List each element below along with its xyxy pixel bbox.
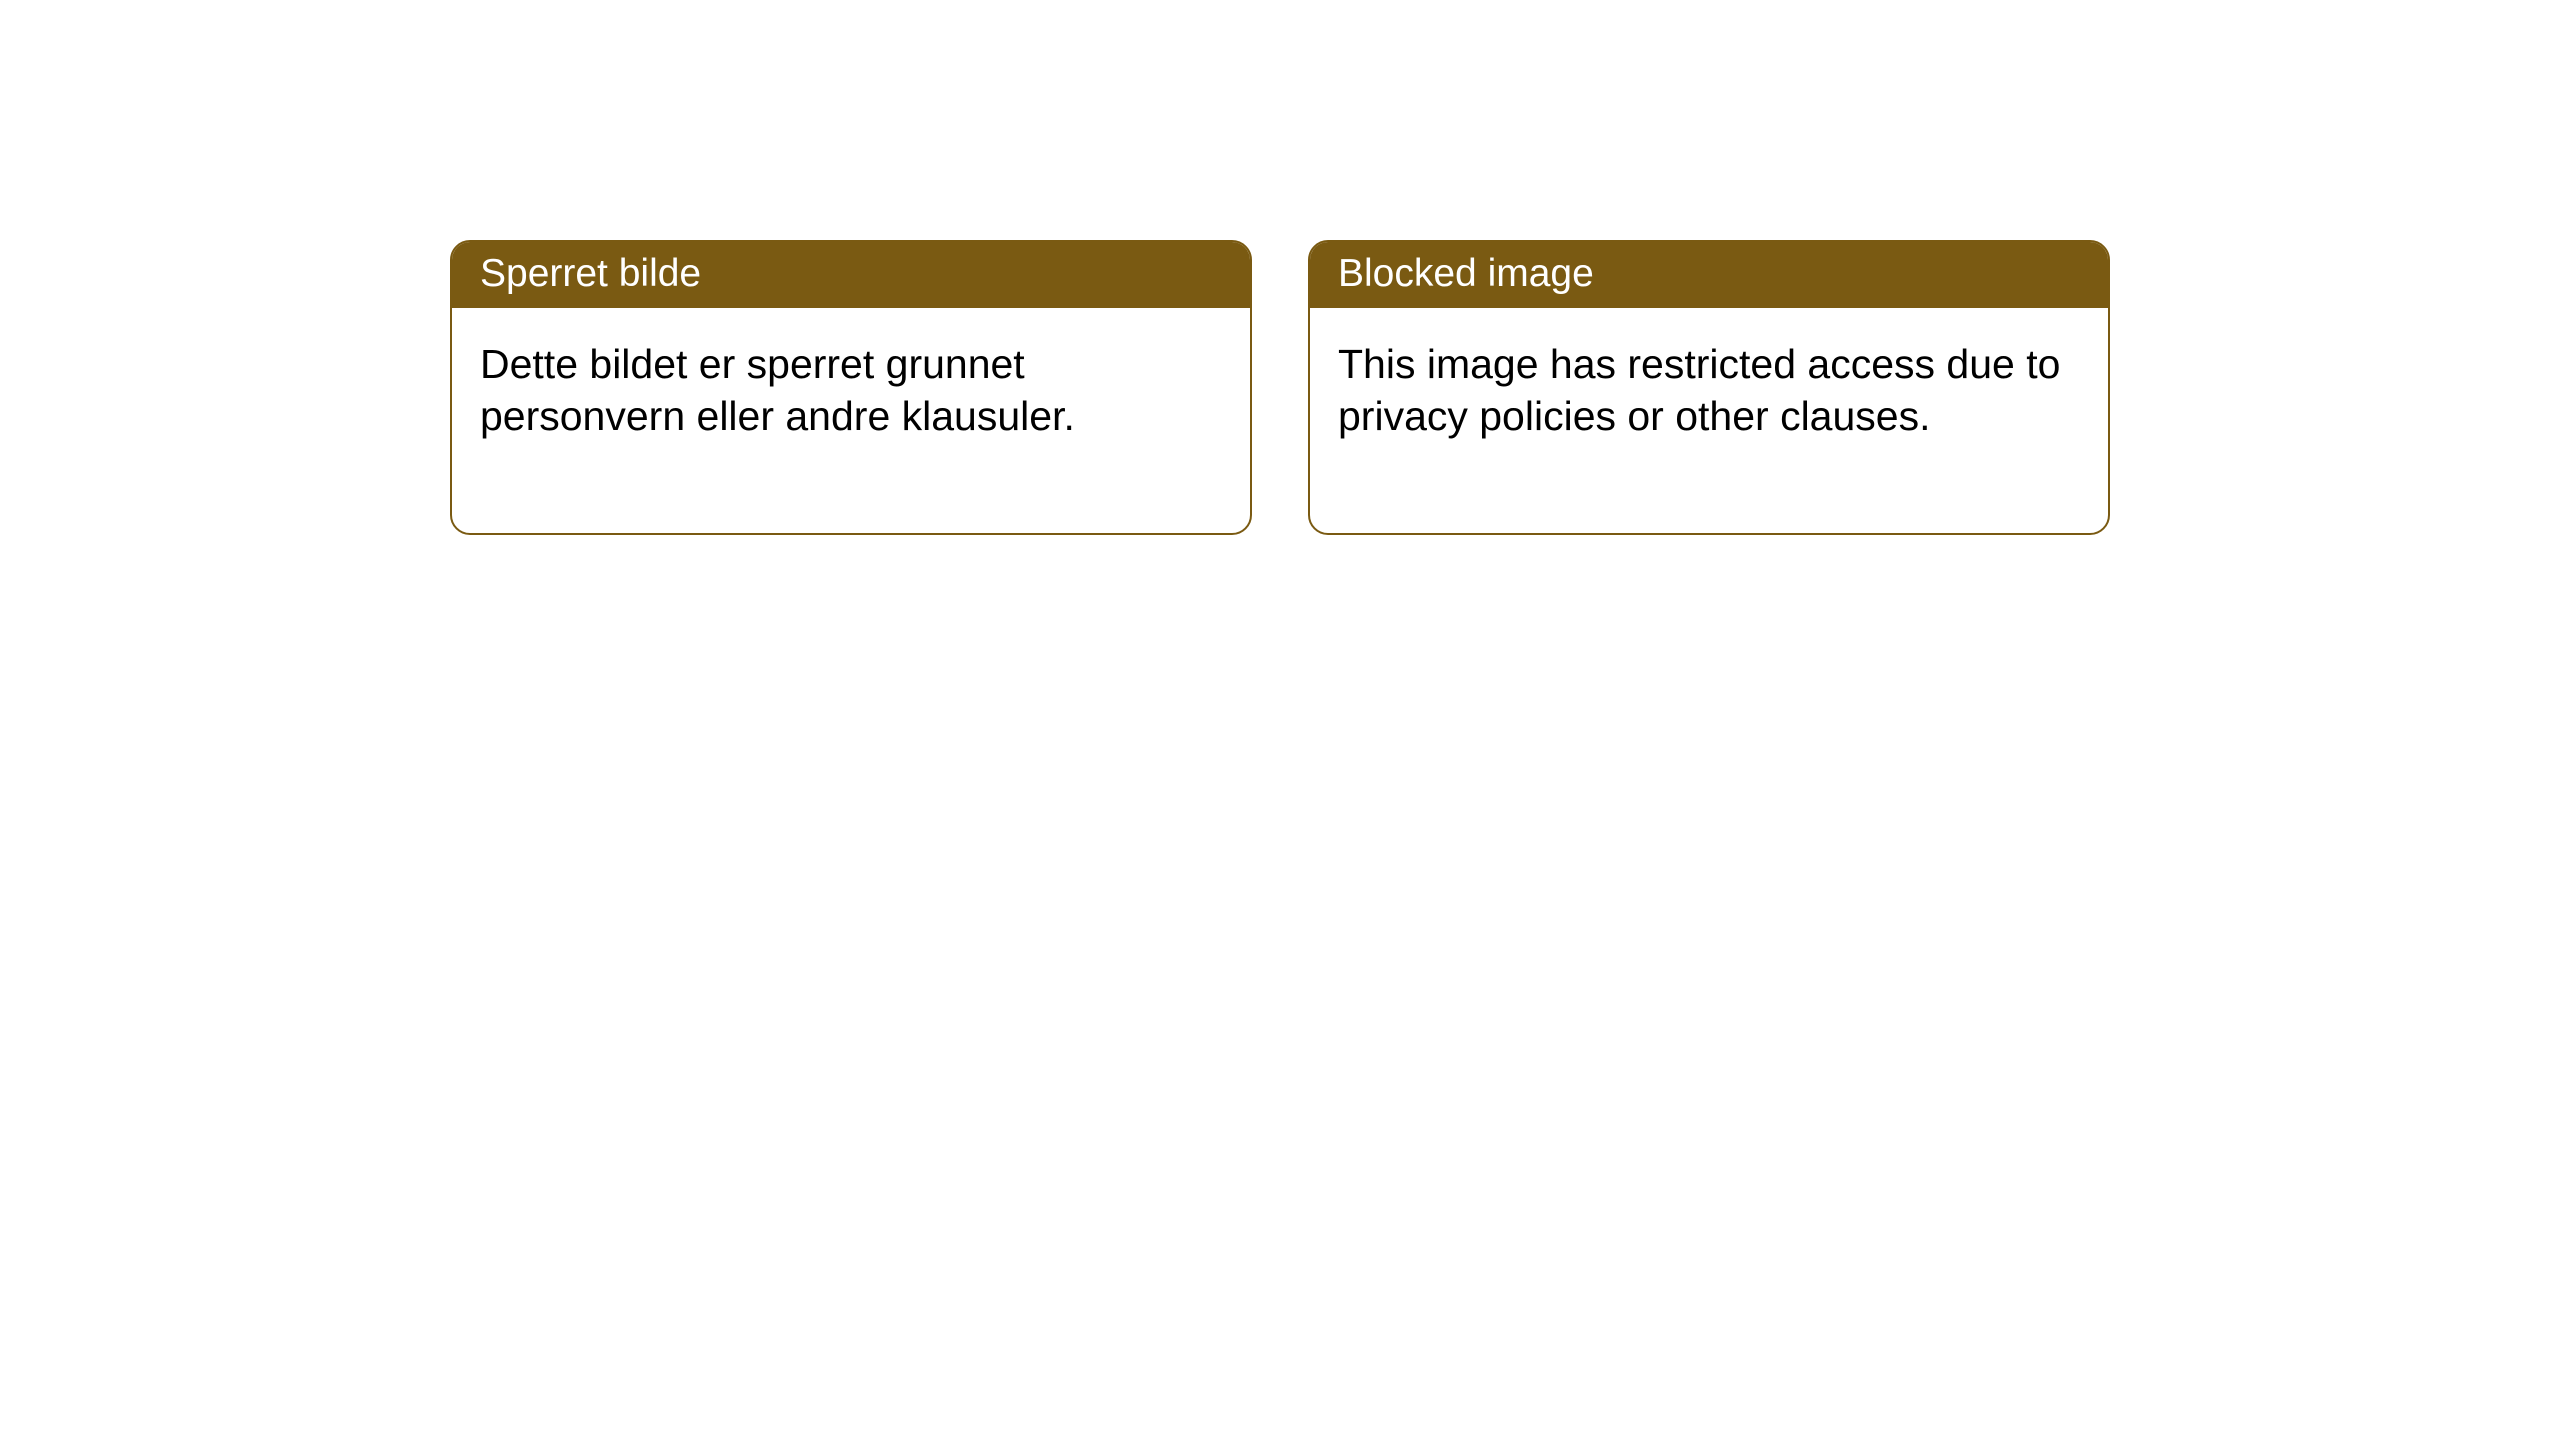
notice-container: Sperret bilde Dette bildet er sperret gr… [0,0,2560,535]
notice-title: Blocked image [1338,252,1594,295]
notice-title: Sperret bilde [480,252,701,295]
notice-body: Dette bildet er sperret grunnet personve… [452,308,1250,533]
notice-header: Blocked image [1310,242,2108,308]
notice-body-text: This image has restricted access due to … [1338,341,2060,439]
notice-body-text: Dette bildet er sperret grunnet personve… [480,341,1075,439]
notice-card-norwegian: Sperret bilde Dette bildet er sperret gr… [450,240,1252,535]
notice-body: This image has restricted access due to … [1310,308,2108,533]
notice-header: Sperret bilde [452,242,1250,308]
notice-card-english: Blocked image This image has restricted … [1308,240,2110,535]
